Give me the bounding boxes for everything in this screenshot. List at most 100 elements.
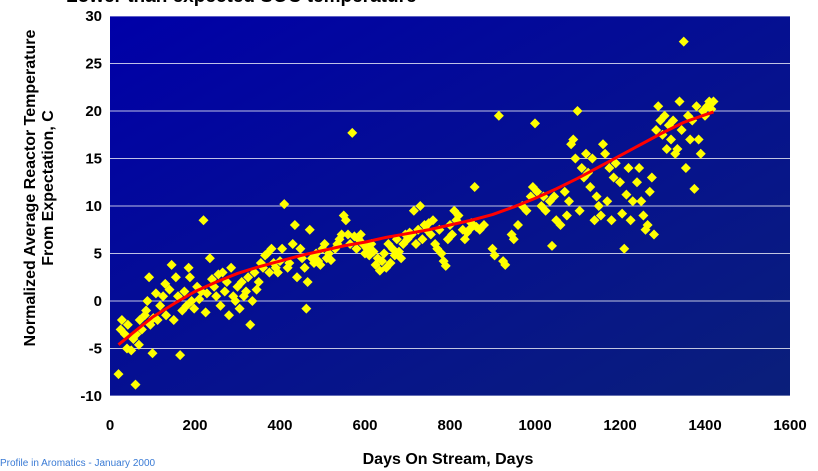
y-tick-label: -10 <box>80 388 102 405</box>
data-point <box>668 115 679 126</box>
y-axis-label: Normalized Average Reactor Temperature F… <box>22 0 58 398</box>
data-point <box>224 310 234 321</box>
data-point <box>408 205 419 216</box>
y-axis-label-line-1: Normalized Average Reactor Temperature <box>22 29 39 347</box>
data-point <box>440 260 451 271</box>
x-tick-label: 1000 <box>518 417 551 434</box>
data-point <box>133 339 144 350</box>
data-point <box>292 272 302 283</box>
data-point <box>236 277 247 287</box>
data-point <box>632 177 642 188</box>
data-point <box>651 125 662 135</box>
y-tick-label: 5 <box>94 246 102 263</box>
data-point <box>168 315 179 325</box>
data-point <box>295 243 306 254</box>
data-point <box>638 210 649 221</box>
data-point <box>351 243 362 254</box>
y-tick-label: 25 <box>85 56 102 73</box>
data-point <box>653 101 664 112</box>
data-point <box>479 220 489 230</box>
grid-lines <box>110 15 790 397</box>
x-tick-label: 1600 <box>773 417 806 434</box>
data-point <box>585 182 596 192</box>
data-point <box>186 296 197 306</box>
data-point <box>319 239 330 249</box>
data-point <box>150 288 161 299</box>
data-point <box>161 310 172 321</box>
data-point <box>355 229 366 240</box>
data-point <box>304 224 315 235</box>
data-point <box>241 286 251 297</box>
data-point <box>606 215 617 226</box>
data-point <box>126 345 137 356</box>
y-tick-label: 20 <box>85 103 102 120</box>
data-point <box>617 208 628 219</box>
data-point <box>396 253 407 264</box>
data-point <box>264 267 275 278</box>
data-point <box>627 196 638 207</box>
data-point <box>415 201 426 211</box>
data-point <box>659 110 670 121</box>
data-point <box>621 189 632 200</box>
data-point <box>634 163 645 173</box>
data-point <box>570 153 581 164</box>
data-point <box>678 36 689 47</box>
data-point <box>251 284 262 295</box>
x-tick-label: 0 <box>106 417 114 434</box>
trend-curve <box>117 110 714 346</box>
data-point <box>576 163 587 173</box>
data-point <box>417 234 428 245</box>
data-point <box>547 240 557 251</box>
data-point <box>147 348 158 359</box>
data-point <box>385 258 396 268</box>
data-point <box>447 229 458 240</box>
data-point <box>247 296 258 306</box>
data-point <box>685 134 696 145</box>
data-point <box>636 196 647 207</box>
x-tick-label: 600 <box>352 417 377 434</box>
data-point <box>587 153 598 164</box>
data-point <box>691 101 702 112</box>
data-point <box>666 134 676 145</box>
data-point <box>453 210 464 221</box>
data-point <box>347 127 358 138</box>
data-point <box>591 191 602 202</box>
data-point <box>315 259 326 270</box>
y-axis-label-line-2: From Expectation, C <box>40 110 57 266</box>
data-point <box>219 286 230 297</box>
y-tick-label: 10 <box>85 198 102 215</box>
x-tick-label: 400 <box>267 417 292 434</box>
data-point <box>155 300 166 311</box>
data-point <box>493 110 504 121</box>
data-point <box>555 220 566 230</box>
data-point <box>189 303 200 314</box>
axis-tick-labels: -10 -5 0 5 10 15 20 25 30 0 200 400 600 800 1000 1200 14… <box>80 8 806 434</box>
x-tick-label: 200 <box>182 417 207 434</box>
data-point <box>521 205 532 216</box>
data-point <box>689 183 700 194</box>
data-point <box>646 172 657 183</box>
data-point <box>215 300 226 311</box>
data-point <box>676 125 687 135</box>
data-point <box>411 239 421 249</box>
data-point <box>245 319 256 330</box>
data-point <box>379 248 390 259</box>
data-point <box>142 296 153 306</box>
data-points <box>113 36 719 390</box>
data-point <box>693 134 704 145</box>
data-point <box>179 286 190 297</box>
data-point <box>234 303 245 314</box>
data-point <box>336 229 347 240</box>
data-point <box>425 229 436 240</box>
data-point <box>680 163 691 173</box>
data-point <box>302 277 313 287</box>
data-point <box>243 272 254 283</box>
x-tick-label: 1400 <box>688 417 721 434</box>
data-point <box>272 267 283 278</box>
data-point <box>198 215 209 226</box>
data-point <box>608 172 619 183</box>
data-point <box>230 296 241 306</box>
data-point <box>277 243 288 254</box>
